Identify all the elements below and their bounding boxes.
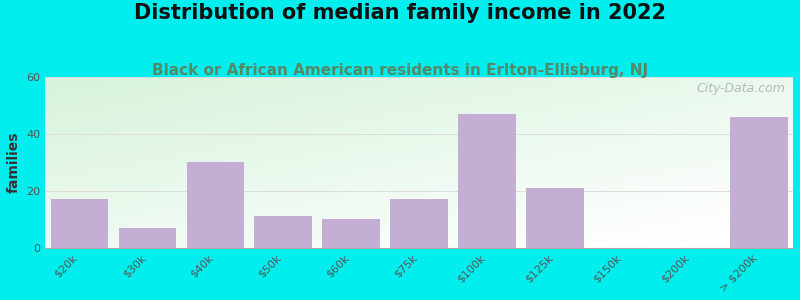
Bar — [254, 216, 312, 247]
Bar — [50, 199, 108, 248]
Bar — [458, 114, 516, 247]
Bar — [322, 219, 380, 247]
Bar — [390, 199, 448, 248]
Text: City-Data.com: City-Data.com — [697, 82, 786, 95]
Bar — [118, 228, 176, 247]
Bar — [186, 162, 244, 248]
Text: Black or African American residents in Erlton-Ellisburg, NJ: Black or African American residents in E… — [152, 63, 648, 78]
Text: Distribution of median family income in 2022: Distribution of median family income in … — [134, 3, 666, 23]
Bar — [526, 188, 584, 248]
Bar — [730, 117, 788, 248]
Y-axis label: families: families — [7, 131, 21, 193]
